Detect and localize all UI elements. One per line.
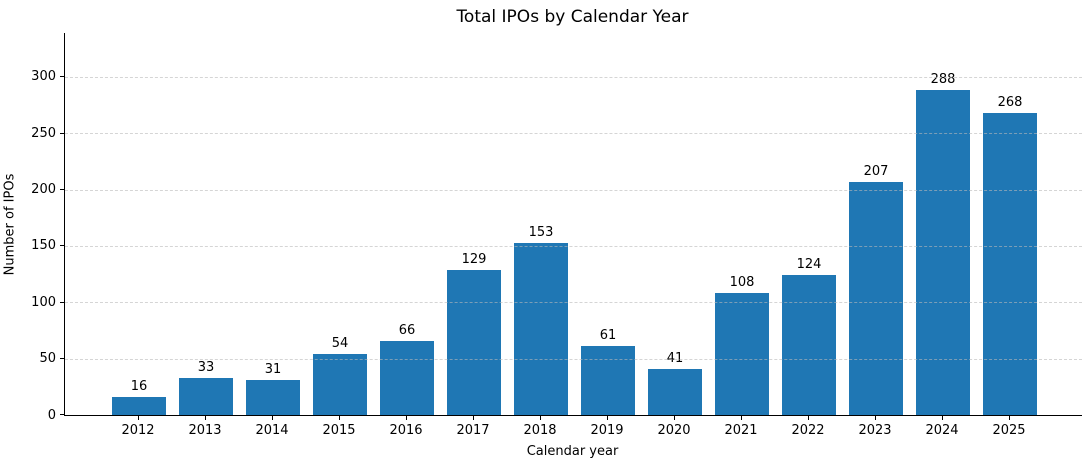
bar-2020	[648, 368, 702, 415]
bar-2015	[313, 354, 367, 415]
bar-2012	[112, 396, 166, 415]
bar-value-label: 288	[930, 72, 956, 88]
bar-2016	[380, 340, 434, 415]
bar-value-label: 129	[461, 251, 487, 267]
x-tick-mark	[942, 416, 943, 420]
x-tick-label: 2021	[724, 423, 758, 438]
bar-2021	[715, 293, 769, 415]
bar-value-label: 268	[997, 95, 1023, 110]
bar-2022	[782, 275, 836, 415]
x-tick-mark	[205, 416, 206, 420]
bar-value-label: 31	[264, 362, 282, 378]
gridline	[65, 245, 1082, 247]
y-tick-label: 150	[31, 238, 56, 254]
bar-2024	[916, 90, 970, 415]
gridline	[65, 76, 1082, 78]
bar-value-label: 16	[130, 378, 148, 394]
x-tick-label: 2013	[188, 423, 222, 438]
bar-value-label: 41	[666, 350, 684, 366]
x-tick-label: 2023	[858, 423, 892, 438]
x-tick-label: 2015	[322, 423, 356, 438]
y-tick-mark	[60, 358, 64, 360]
bar-value-label: 207	[863, 163, 889, 179]
y-tick-mark	[60, 245, 64, 247]
x-tick-label: 2017	[456, 423, 490, 438]
x-tick-label: 2018	[523, 423, 557, 438]
gridline	[65, 133, 1082, 135]
x-tick-mark	[540, 416, 541, 420]
bar-value-label: 66	[398, 322, 416, 338]
x-tick-mark	[406, 416, 407, 420]
gridline	[65, 358, 1082, 360]
bar-value-label: 61	[599, 328, 617, 344]
bar-2019	[581, 346, 635, 415]
x-tick-label: 2014	[255, 423, 289, 438]
y-tick-mark	[60, 414, 64, 416]
plot-area: 16 33 31 54 66 129 153 61 41 108 124 207 288 268	[64, 33, 1082, 416]
y-tick-label: 200	[31, 182, 56, 198]
x-tick-mark	[875, 416, 876, 420]
x-tick-label: 2024	[925, 423, 959, 438]
bar-value-label: 124	[796, 257, 822, 273]
x-tick-mark	[674, 416, 675, 420]
x-tick-mark	[1009, 416, 1010, 420]
bar-2013	[179, 377, 233, 415]
x-axis-label: Calendar year	[526, 444, 619, 459]
bar-value-label: 108	[729, 275, 755, 291]
bar-2025	[983, 113, 1037, 415]
y-tick-mark	[60, 189, 64, 191]
y-tick-mark	[60, 132, 64, 134]
chart-title: Total IPOs by Calendar Year	[456, 7, 689, 27]
y-tick-label: 50	[39, 351, 56, 367]
x-tick-mark	[272, 416, 273, 420]
x-tick-mark	[339, 416, 340, 420]
x-tick-label: 2016	[389, 423, 423, 438]
x-tick-mark	[741, 416, 742, 420]
x-tick-mark	[473, 416, 474, 420]
y-axis-label: Number of IPOs	[2, 173, 18, 276]
y-tick-label: 0	[47, 407, 56, 423]
y-tick-mark	[60, 301, 64, 303]
x-tick-mark	[808, 416, 809, 420]
x-tick-label: 2020	[657, 423, 691, 438]
x-tick-label: 2022	[791, 423, 825, 438]
x-tick-label: 2012	[121, 423, 155, 438]
x-tick-label: 2019	[590, 423, 624, 438]
x-tick-mark	[607, 416, 608, 420]
bar-2017	[447, 269, 501, 415]
gridline	[65, 302, 1082, 304]
bar-value-label: 54	[331, 336, 349, 352]
x-tick-label: 2025	[992, 423, 1026, 438]
y-tick-mark	[60, 76, 64, 78]
gridline	[65, 189, 1082, 191]
y-tick-label: 100	[31, 294, 56, 310]
bar-value-label: 153	[528, 224, 554, 240]
bar-2023	[849, 181, 903, 415]
bar-2014	[246, 380, 300, 415]
x-tick-mark	[138, 416, 139, 420]
bar-value-label: 33	[197, 359, 215, 375]
y-tick-label: 300	[31, 69, 56, 85]
y-tick-label: 250	[31, 125, 56, 141]
bar-2018	[514, 242, 568, 415]
